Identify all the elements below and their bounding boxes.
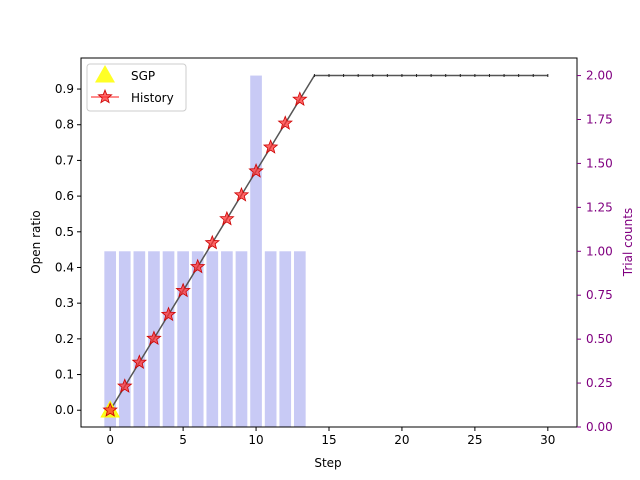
y2-tick-label: 1.75 xyxy=(586,113,613,127)
history-point xyxy=(160,306,177,322)
y-axis-label: Open ratio xyxy=(29,210,43,274)
x-axis-label: Step xyxy=(314,456,341,470)
trial-bar xyxy=(221,251,233,427)
trial-bar xyxy=(235,251,248,427)
y2-tick-label: 2.00 xyxy=(586,69,613,83)
legend-sgp-label: SGP xyxy=(131,69,155,83)
history-point xyxy=(277,115,293,130)
y-tick-label: 0.3 xyxy=(55,296,74,310)
history-point xyxy=(175,282,191,298)
trial-bar xyxy=(191,251,204,427)
history-point xyxy=(146,330,162,346)
legend: SGP History xyxy=(86,63,187,112)
y-tick-label: 0.6 xyxy=(55,189,74,203)
trial-bar xyxy=(118,251,131,427)
trial-bar xyxy=(104,251,117,427)
x-tick-label: 20 xyxy=(394,433,409,447)
trial-bar xyxy=(293,251,306,427)
trial-bar xyxy=(177,251,189,427)
legend-history-label: History xyxy=(131,91,174,105)
history-point xyxy=(131,354,148,369)
x-tick-label: 25 xyxy=(467,433,482,447)
history-point xyxy=(233,186,250,202)
y-tick-label: 0.2 xyxy=(55,332,74,346)
trial-bar xyxy=(162,251,175,427)
x-tick-label: 5 xyxy=(179,433,187,447)
y2-tick-label: 0.25 xyxy=(586,376,613,390)
x-tick-label: 10 xyxy=(248,433,263,447)
trial-bar xyxy=(250,75,262,428)
legend-history-star-icon xyxy=(97,88,113,104)
history-markers xyxy=(100,91,308,418)
history-point xyxy=(102,402,118,417)
y-tick-label: 0.0 xyxy=(55,403,74,417)
history-point xyxy=(189,258,206,274)
open-ratio-line xyxy=(109,73,549,411)
trial-bar xyxy=(133,251,146,427)
y-tick-label: 0.9 xyxy=(55,82,74,96)
history-point xyxy=(219,210,235,226)
trial-count-bars xyxy=(104,75,306,428)
trial-bar xyxy=(264,251,277,427)
y2-axis-label: Trial counts xyxy=(621,208,635,277)
trial-bar xyxy=(206,251,219,427)
y2-tick-label: 0.00 xyxy=(586,420,613,434)
y-tick-label: 0.7 xyxy=(55,153,74,167)
y2-tick-label: 1.25 xyxy=(586,200,613,214)
y2-axis-ticks: 0.00 0.25 0.50 0.75 1.00 1.25 1.50 1.75 2.00 xyxy=(577,69,613,434)
x-axis-ticks: 0 5 10 15 20 25 30 xyxy=(106,427,555,447)
history-point xyxy=(292,91,308,106)
trial-bar xyxy=(279,251,292,427)
y-tick-label: 0.1 xyxy=(55,368,74,382)
y-tick-label: 0.5 xyxy=(55,225,74,239)
x-tick-label: 0 xyxy=(106,433,114,447)
y-tick-label: 0.8 xyxy=(55,118,74,132)
x-tick-label: 30 xyxy=(540,433,555,447)
x-tick-label: 15 xyxy=(321,433,336,447)
history-point xyxy=(117,378,133,393)
y2-tick-label: 1.50 xyxy=(586,156,613,170)
legend-sgp-triangle-icon xyxy=(95,65,115,83)
history-point xyxy=(248,163,264,178)
history-point xyxy=(204,234,221,250)
y2-tick-label: 0.75 xyxy=(586,288,613,302)
legend-box xyxy=(86,63,187,112)
open-ratio-polyline xyxy=(109,74,548,411)
history-point xyxy=(262,139,279,154)
y2-tick-label: 1.00 xyxy=(586,244,613,258)
y2-tick-label: 0.50 xyxy=(586,332,613,346)
y-axis-ticks: 0.0 0.1 0.2 0.3 0.4 0.5 0.6 0.7 0.8 0.9 xyxy=(55,82,81,417)
y-tick-label: 0.4 xyxy=(55,260,74,274)
